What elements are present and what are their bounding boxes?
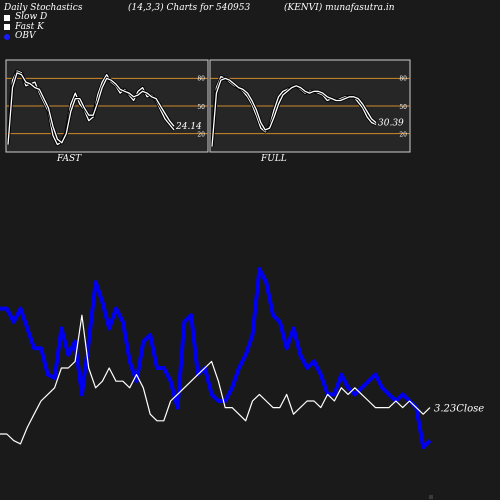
full-series-line-1 <box>211 77 377 147</box>
fast-last-value-label: 24.14 <box>175 122 202 132</box>
fast-ytick-label: 50 <box>197 104 205 111</box>
legend-label-slow-d: Slow D <box>15 12 48 22</box>
legend-item-fast-k: Fast K <box>4 21 47 33</box>
corner-marker <box>429 495 433 499</box>
full-ytick-label: 50 <box>399 104 407 111</box>
fast-ytick-label: 80 <box>197 75 205 82</box>
close-last-value-label: 3.23Close <box>434 404 484 415</box>
header-title-left: Daily Stochastics <box>4 3 83 13</box>
full-last-value-label: 30.39 <box>378 119 404 129</box>
full-ytick-label: 80 <box>399 75 407 82</box>
close-series-line <box>0 314 431 445</box>
legend: Slow D Fast K OBV <box>4 12 48 42</box>
fast-k-swatch-icon <box>4 24 10 31</box>
legend-label-obv: OBV <box>15 31 36 41</box>
obv-series-line <box>0 267 432 450</box>
obv-swatch-icon <box>4 33 10 40</box>
legend-item-slow-d: Slow D <box>4 12 48 23</box>
legend-label-fast-k: Fast K <box>15 21 44 32</box>
fast-ytick-label: 20 <box>197 132 205 139</box>
fast-series-line-1 <box>7 72 175 145</box>
header-title-right: (KENVI) munafasutra.in <box>284 3 395 13</box>
slow-d-swatch-icon <box>4 14 10 21</box>
fast-panel-title: FAST <box>56 154 82 164</box>
fast-series-line-0 <box>7 70 175 146</box>
full-ytick-label: 20 <box>399 132 407 139</box>
header-title-center: (14,3,3) Charts for 540953 <box>128 3 251 13</box>
full-panel-title: FULL <box>260 154 287 164</box>
legend-item-obv: OBV <box>4 31 47 42</box>
